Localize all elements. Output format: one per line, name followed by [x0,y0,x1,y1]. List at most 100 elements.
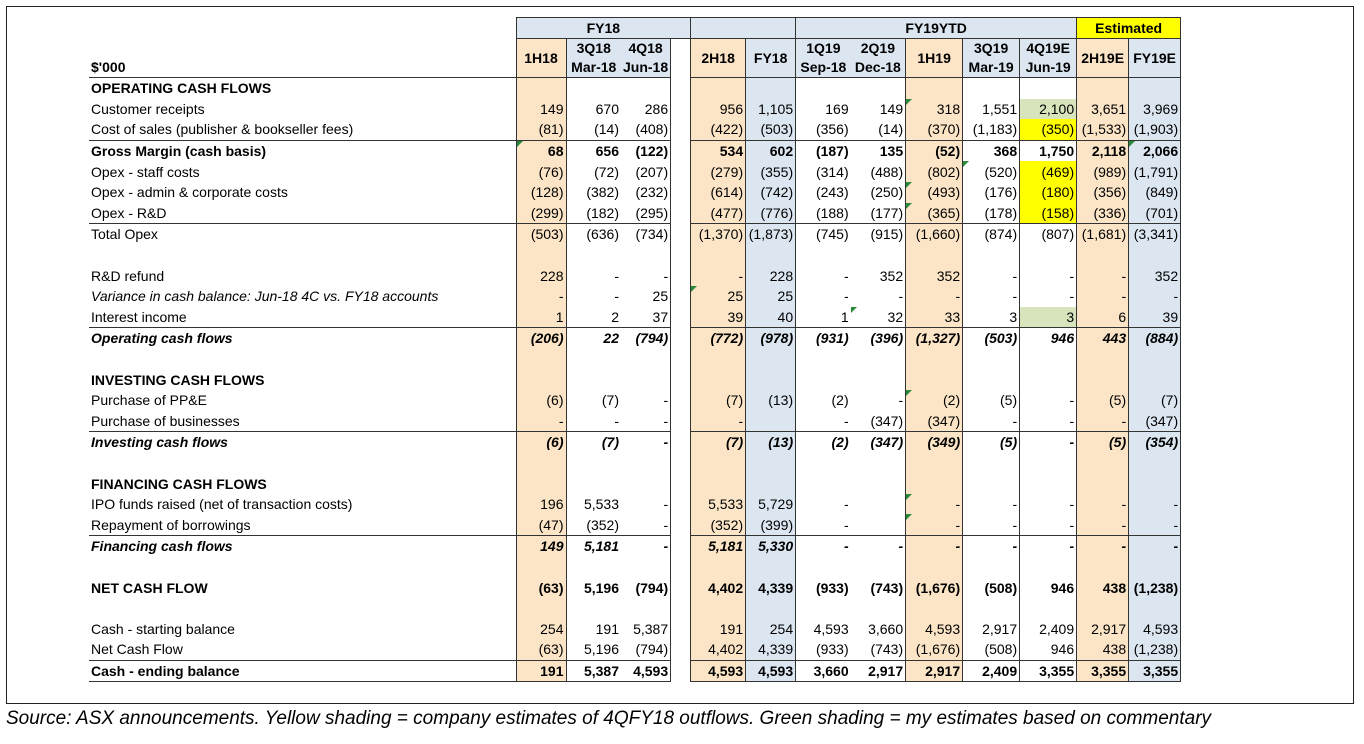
row-label: OPERATING CASH FLOWS [91,80,272,97]
table-cell: (802) [905,161,964,182]
table-cell: (399) [745,514,797,536]
table-cell: - [1128,285,1182,307]
table-cell: (2) [905,389,964,411]
table-cell [621,369,672,390]
table-cell: - [850,285,907,307]
table-cell: - [843,516,849,533]
table-row: Interest income 1 2 37 39 40 1 32 33 3 3 6 39 [89,306,1182,328]
table-cell: - [1076,285,1130,307]
table-cell [621,452,672,474]
table-cell: 2,917 [982,620,1018,637]
table-cell: (849) [1128,181,1182,203]
column-gap [670,265,691,286]
table-cell: 5,729 [745,493,797,515]
table-cell: - [850,389,907,411]
table-cell: (2) [831,392,849,409]
table-cell: - [843,496,849,513]
table-cell [566,453,621,474]
table-cell: (884) [1128,327,1182,349]
table-cell [905,348,964,370]
group-header-fy19ytd: FY19YTD [795,17,1078,39]
table-cell: 2,409 [962,659,1020,683]
table-cell [905,556,964,578]
table-row: Opex - R&D (299) (182) (295) (477) (776) (188)… [89,202,1182,224]
table-row: Cost of sales (publisher & bookseller fe… [89,119,1182,141]
table-row: Gross Margin (cash basis) 68 656 (122) 534 60… [89,139,1182,162]
table-row [89,556,1182,578]
table-cell [745,556,797,578]
table-cell: (772) [690,327,747,349]
table-cell: (745) [795,223,851,245]
table-cell: 1,750 [1019,139,1077,162]
table-cell: (1,533) [1076,119,1130,141]
table-cell [1128,369,1182,390]
table-cell: (5) [1076,389,1130,411]
table-cell: (794) [621,327,672,349]
table-cell: (352) [690,514,747,536]
row-label: Customer receipts [91,100,205,117]
table-cell: 4,593 [690,659,747,683]
table-cell: 191 [515,659,567,683]
table-cell: 228 [745,265,797,286]
table-cell: 4,339 [745,639,797,661]
table-cell [850,369,907,390]
table-cell: - [621,410,672,432]
table-cell: 5,533 [690,493,747,515]
corner-cell [89,18,516,39]
table-cell [963,349,1020,370]
table-cell: (508) [984,641,1018,658]
table-cell [745,244,797,266]
table-cell: 1,551 [982,100,1018,117]
table-cell [745,77,797,99]
unit-label: $'000 [89,58,516,78]
col-header-2q19: 2Q19 [850,38,907,58]
group-header-fy18-fill [690,17,796,39]
table-cell: (128) [515,181,567,203]
column-gap [670,556,691,578]
table-cell [1019,452,1077,474]
column-gap [670,202,691,224]
table-cell [1076,597,1130,619]
table-row: Cash - ending balance 191 5,387 4,593 4,593 4… [89,659,1182,683]
column-gap [670,327,691,349]
table-cell [515,244,567,266]
table-cell [1076,556,1130,578]
table-cell: 25 [690,285,747,307]
table-cell [690,597,747,619]
table-cell: 169 [825,100,849,117]
table-cell: (2) [795,431,851,453]
row-label: FINANCING CASH FLOWS [91,475,267,492]
table-cell: 2,409 [1019,618,1077,640]
table-cell: - [1012,267,1018,284]
table-cell: (314) [815,163,849,180]
table-cell [1076,452,1130,474]
table-cell: 4,402 [690,577,747,598]
table-cell: (347) [905,410,964,432]
table-cell [745,597,797,619]
table-cell [515,77,567,99]
table-cell: 4,593 [621,659,672,683]
table-cell: 3,355 [1019,659,1077,683]
table-cell [1076,348,1130,370]
row-label: Opex - R&D [91,204,167,221]
col-header-3q18: 3Q18 [566,38,621,58]
table-cell: (6) [515,389,567,411]
table-cell [621,244,672,266]
table-cell: 1,105 [745,98,797,120]
table-cell: - [515,285,567,307]
table-cell: - [621,535,672,557]
table-cell: - [1076,535,1130,557]
spreadsheet-frame: FY18 FY19YTD Estimated 1H18 3Q18 4Q18 2H… [6,6,1354,704]
table-cell [1128,77,1182,99]
column-gap [670,597,691,619]
table-cell [963,78,1020,99]
table-cell [963,557,1020,578]
table-cell: (347) [850,431,907,453]
column-gap [670,161,691,182]
table-cell: 33 [905,306,964,328]
sub-header-jun-18: Jun-18 [621,58,672,78]
table-row: Total Opex (503) (636) (734) (1,370) (1,873)(… [89,223,1182,245]
table-cell: (279) [690,161,747,182]
table-cell: - [1076,493,1130,515]
table-cell: 534 [690,139,747,162]
